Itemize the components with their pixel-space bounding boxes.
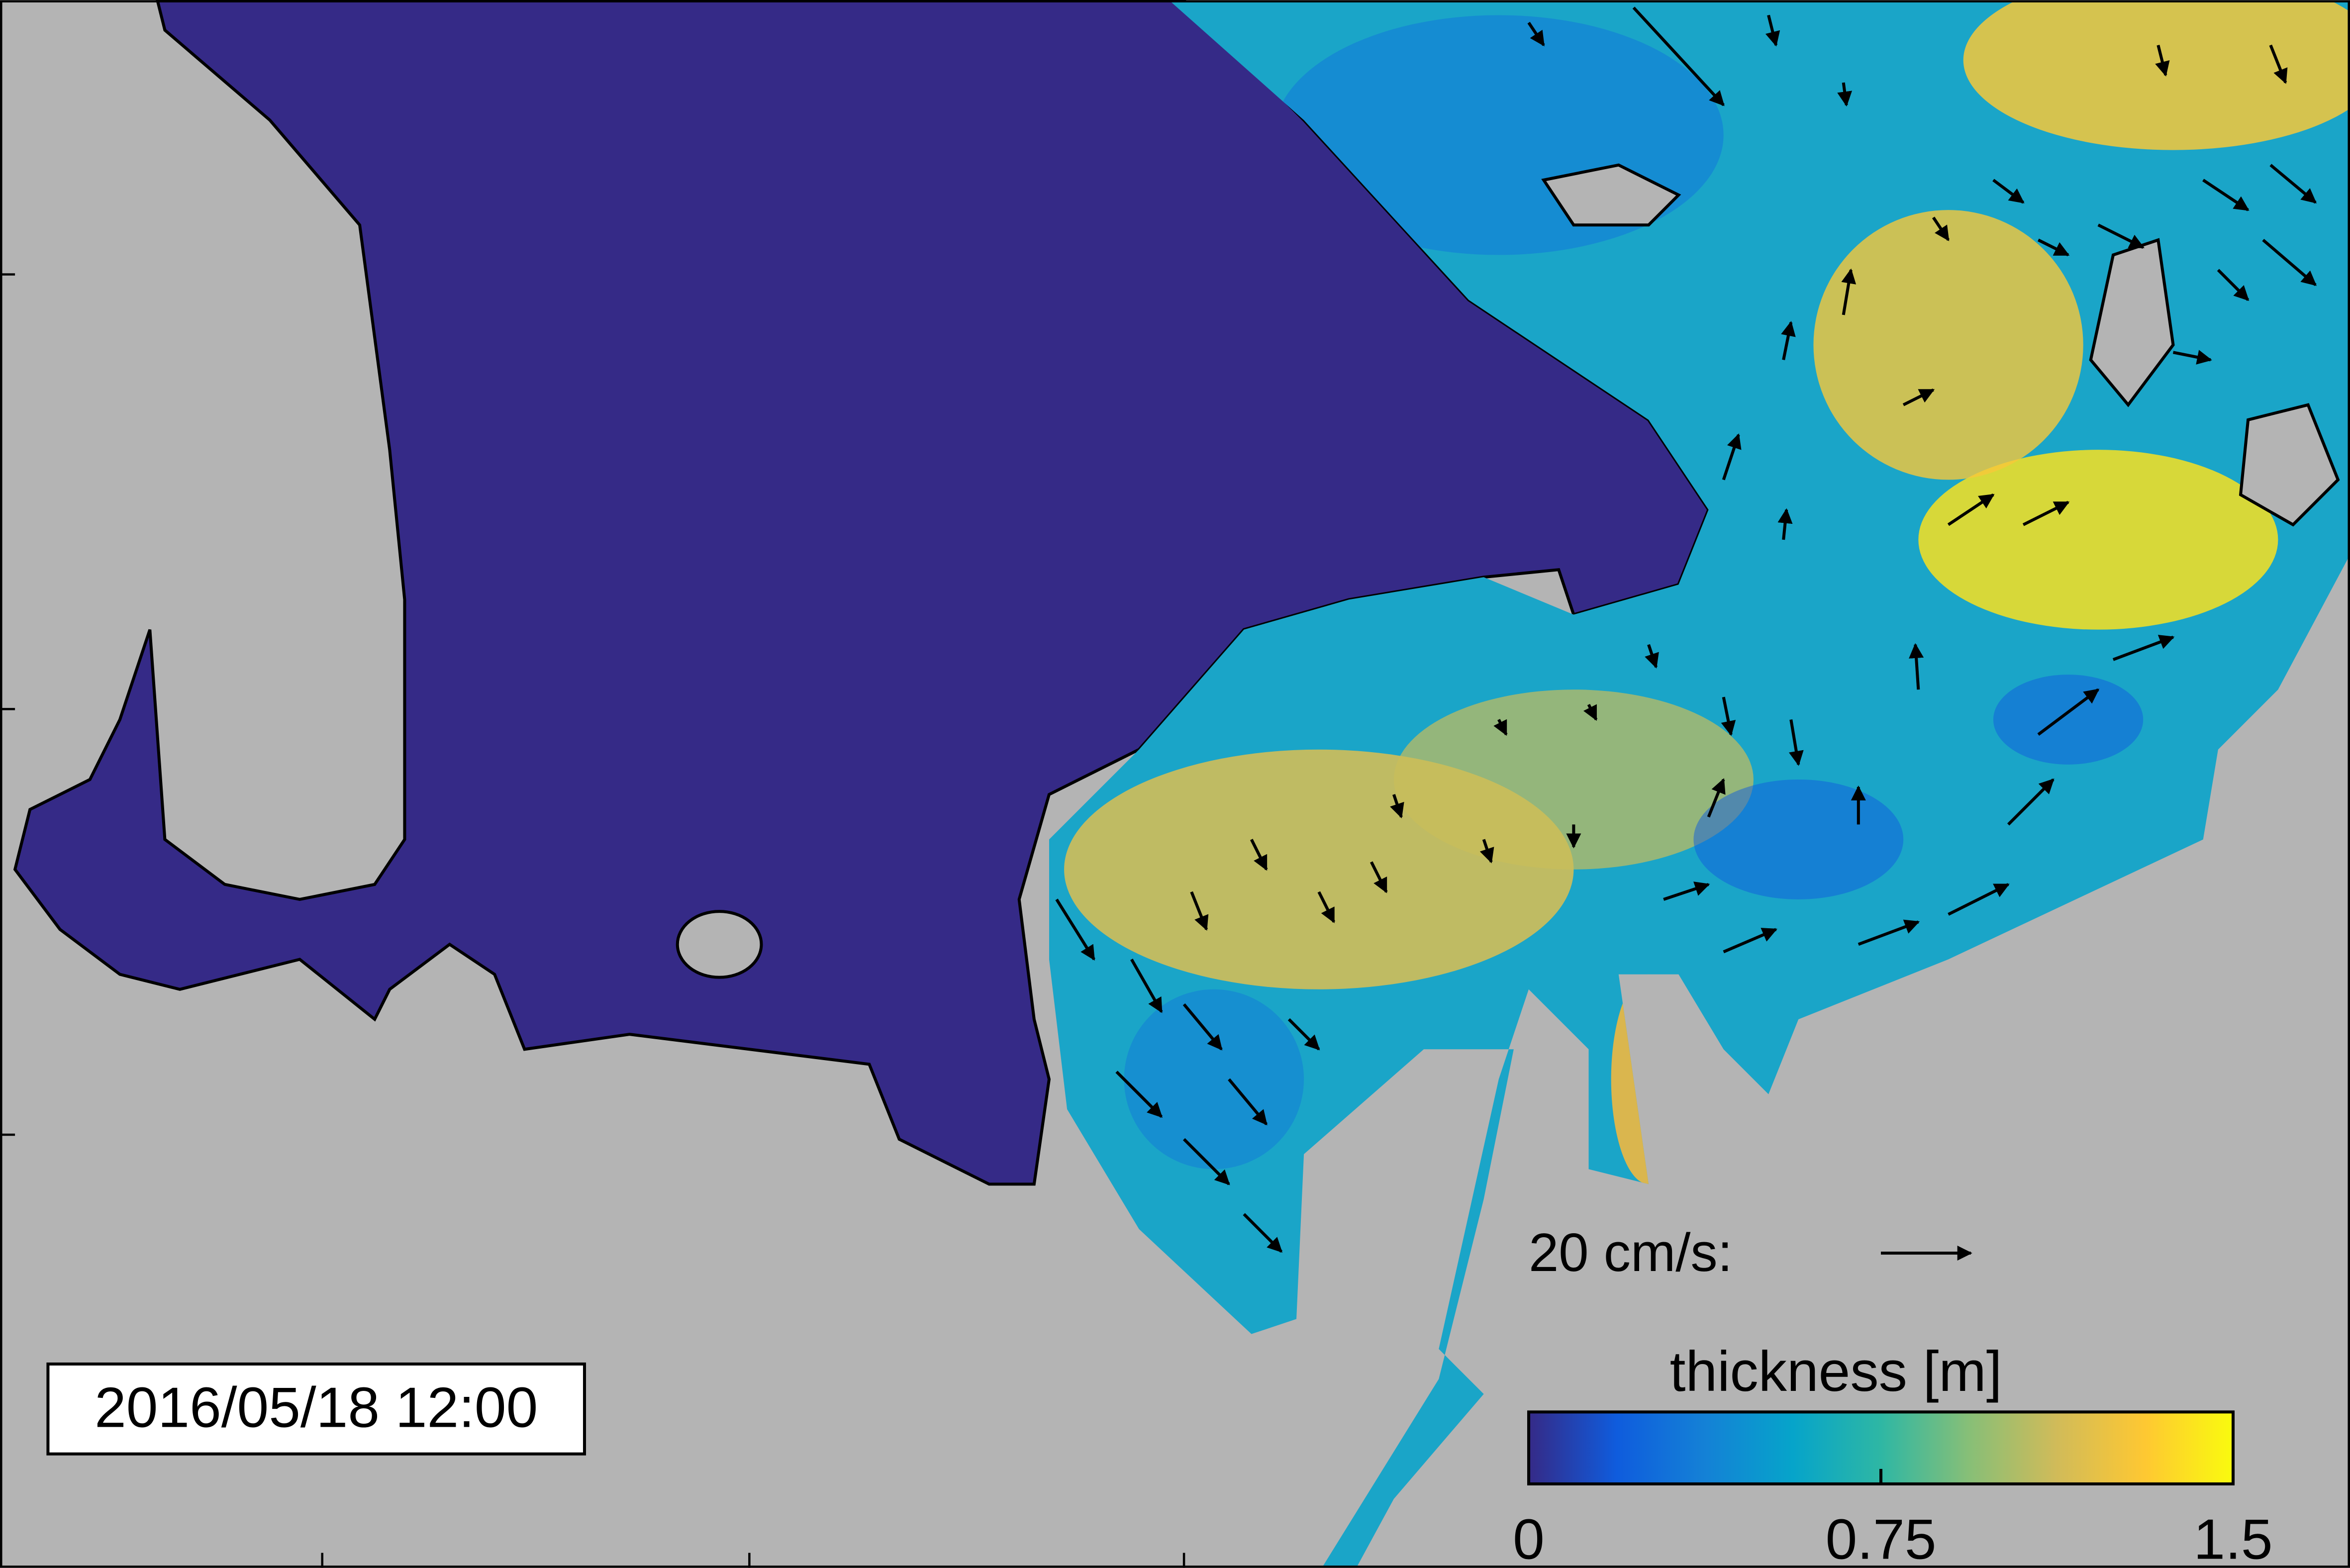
velocity-arrow [1527, 21, 1545, 47]
timestamp: 2016/05/18 12:00 [95, 1375, 538, 1439]
velocity-arrow [2172, 350, 2212, 365]
frame-ticks [0, 273, 1185, 1568]
velocity-arrow [1317, 891, 1336, 923]
velocity-arrow [1663, 882, 1710, 901]
velocity-arrow [2037, 238, 2070, 257]
velocity-arrow [1837, 82, 1853, 107]
velocity-arrow [1130, 958, 1163, 1013]
velocity-arrow [2217, 269, 2250, 301]
ice-thick [1963, 0, 2350, 150]
scale-label: 20 cm/s: [1529, 1222, 1733, 1282]
ice-thick [1393, 689, 1754, 870]
velocity-arrow [1243, 1213, 1283, 1253]
colorbar-tick-label: 0 [1513, 1508, 1545, 1568]
velocity-arrow [2097, 223, 2145, 249]
velocity-arrow [1723, 928, 1777, 954]
timestamp-box [46, 1362, 586, 1456]
velocity-arrow [1765, 14, 1780, 47]
velocity-arrow [2155, 44, 2170, 77]
velocity-arrow [1707, 778, 1726, 818]
velocity-arrow [1182, 1003, 1223, 1051]
velocity-arrow [1841, 268, 1857, 315]
island [676, 910, 763, 979]
colorbar-ticks: 0 0.75 1.5 [1513, 1469, 2273, 1568]
velocity-arrow [1190, 891, 1209, 931]
open-water [13, 0, 1710, 1186]
velocity-arrow [2007, 778, 2055, 826]
ice-thin [1693, 779, 1904, 899]
velocity-arrow [1645, 644, 1659, 669]
velocity-arrow [1947, 493, 1995, 526]
velocity-arrow [1493, 719, 1508, 736]
velocity-arrow [1115, 1071, 1163, 1118]
velocity-arrow [2262, 239, 2317, 287]
ice-thick [1918, 450, 2278, 630]
velocity-arrow [2022, 500, 2070, 526]
colorbar-tick-label: 1.5 [2193, 1508, 2272, 1568]
velocity-arrow [1777, 508, 1793, 540]
velocity-arrow [1909, 643, 1924, 690]
ice-thin [1124, 989, 1304, 1170]
velocity-arrow [1722, 433, 1742, 481]
velocity-arrow [1721, 696, 1736, 736]
velocity-arrows [1055, 6, 2317, 1253]
ice-thick [1813, 210, 2083, 480]
velocity-arrow [1250, 839, 1268, 871]
velocity-arrow [1370, 861, 1388, 893]
velocity-arrow [1902, 388, 1935, 406]
velocity-arrow [1228, 1078, 1268, 1126]
colorbar-tick-label: 0.75 [1826, 1508, 1937, 1568]
velocity-arrow [1992, 179, 2025, 204]
velocity-arrow [1182, 1138, 1230, 1185]
velocity-arrow [1948, 883, 2010, 916]
velocity-arrow [2112, 635, 2175, 661]
velocity-arrow [1788, 719, 1804, 766]
island [1541, 163, 1681, 227]
velocity-arrow [2269, 164, 2317, 204]
velocity-arrow [1287, 1018, 1320, 1051]
island [2239, 403, 2340, 527]
velocity-arrow [2269, 44, 2288, 84]
ice-thin [1993, 675, 2144, 765]
velocity-arrow [1781, 321, 1796, 360]
velocity-arrow [1055, 898, 1095, 961]
velocity-arrow [2202, 179, 2250, 211]
velocity-arrow [2037, 688, 2100, 736]
colorbar-title: thickness [m] [1670, 1340, 2002, 1403]
velocity-arrow [1632, 6, 1725, 106]
velocity-arrow [1858, 919, 1920, 946]
velocity-arrow [1479, 839, 1494, 864]
island [2089, 238, 2175, 407]
velocity-arrow [1932, 216, 1950, 241]
velocity-arrow [1390, 794, 1404, 819]
velocity-arrow [1583, 703, 1598, 721]
